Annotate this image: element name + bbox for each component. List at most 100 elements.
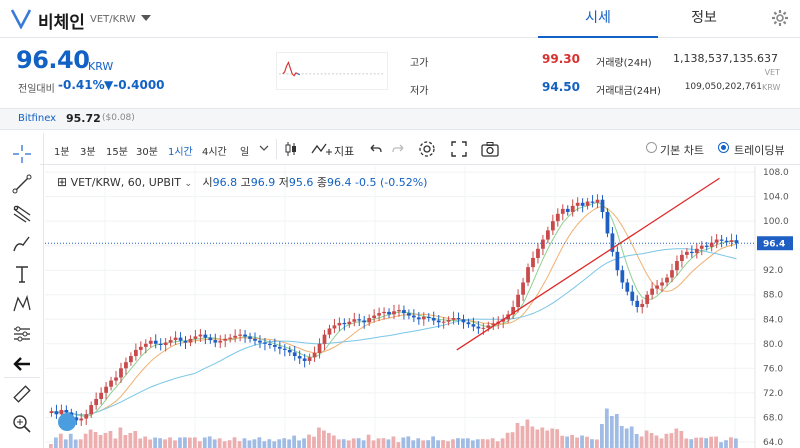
volume-bar [282,438,287,448]
change-percent: -0.41% [58,78,105,92]
candle-body [709,242,714,247]
camera-icon[interactable] [480,140,500,158]
volume-bar [312,436,316,448]
candle-body [104,386,108,393]
plus-square-icon[interactable]: ⊞ [57,175,68,189]
candle-body [590,201,595,203]
candle-body [486,325,491,328]
volume-bar [604,408,609,448]
fib-tool-icon[interactable] [11,203,33,225]
candle-body [615,251,620,271]
indicators-icon[interactable] [310,140,332,158]
candle-body [322,334,327,344]
volume-bar [689,439,694,448]
volume-bar [436,440,440,448]
tab-info[interactable]: 정보 [691,10,717,26]
timeframe-30m[interactable]: 30분 [136,147,158,158]
volume-bar [277,439,282,448]
legend-open: 96.8 [212,176,238,189]
volume-bar [366,434,371,448]
volume-bar [475,439,480,448]
price-chart[interactable]: 108.0104.0100.096.092.088.084.080.076.07… [45,166,800,448]
volume-bar [292,435,297,448]
amount-unit: KRW [762,83,781,92]
candle-body [625,282,630,292]
tab-price[interactable]: 시세 [538,0,658,38]
basic-chart-radio[interactable] [646,142,657,153]
trend-line-icon[interactable] [11,173,33,195]
timeframe-15m[interactable]: 15분 [106,147,128,158]
fullscreen-icon[interactable] [450,140,468,158]
volume-bar [307,434,311,448]
volume-bar [629,426,634,448]
trend-line [456,177,720,351]
vechain-logo-icon [10,9,32,29]
volume-bar [540,427,545,448]
candle-body [163,342,168,346]
volume-bar [396,442,401,448]
crosshair-icon[interactable] [11,143,33,165]
basic-chart-label[interactable]: 기본 차트 [660,144,704,157]
gear-icon[interactable] [770,8,790,28]
bitfinex-price: 95.72 [66,112,101,125]
amount-value: 109,050,202,761 [684,82,762,92]
undo-icon[interactable] [366,140,384,158]
candle-body [114,377,118,381]
redo-icon[interactable] [390,140,408,158]
timeframe-1h[interactable]: 1시간 [168,147,193,158]
candle-body [317,343,322,353]
volume-bar [302,438,306,448]
timeframe-4h[interactable]: 4시간 [202,147,227,158]
candle-body [198,334,203,337]
ruler-icon[interactable] [11,383,33,405]
prediction-tool-icon[interactable] [11,323,33,345]
candle-body [714,239,719,243]
legend-chevron-icon[interactable]: ⌄ [184,179,192,189]
timeframe-3m[interactable]: 3분 [80,147,96,158]
text-tool-icon[interactable] [11,263,33,285]
candle-body [689,251,694,254]
timeframe-day[interactable]: 일 [240,147,250,158]
legend-high-label: 고 [240,176,251,189]
candle-body [694,248,699,254]
volume-bar [441,440,445,448]
candle-body [580,202,585,206]
candle-body [516,294,520,307]
candle-body [550,221,555,231]
chevron-down-icon[interactable] [258,142,270,154]
chart-settings-gear-icon[interactable] [418,140,436,158]
candle-body [421,316,426,320]
candle-style-icon[interactable] [282,140,300,158]
tradingview-radio[interactable] [718,142,729,153]
timeframe-1m[interactable]: 1분 [54,147,70,158]
volume-bar [585,436,589,448]
pattern-tool-icon[interactable] [11,293,33,315]
coin-name[interactable]: 비체인 [38,13,85,33]
y-tick-label: 104.0 [763,193,789,203]
volume-bar [88,429,93,448]
volume-bar [53,437,58,448]
candlestick-chart-svg[interactable]: 108.0104.0100.096.092.088.084.080.076.07… [45,166,800,448]
indicators-label[interactable]: 지표 [334,145,355,158]
candle-body [416,317,421,320]
volume-bar [197,441,202,448]
candle-body [719,239,724,241]
coin-select-chevron-down-icon[interactable] [141,15,151,21]
back-arrow-icon[interactable] [11,353,33,375]
volume-bar [639,436,644,448]
y-tick-label: 76.0 [763,364,783,374]
candle-body [605,211,610,234]
legend-low: 95.6 [288,176,314,189]
moving-average-line [51,248,737,416]
candle-body [595,199,600,203]
coin-pair[interactable]: VET/KRW [90,14,136,25]
volume-bar [565,436,570,448]
volume-bar [480,439,485,448]
zoom-in-icon[interactable] [11,413,33,435]
candle-body [138,346,143,350]
candle-body [541,239,545,249]
tradingview-label[interactable]: 트레이딩뷰 [734,144,785,157]
brush-icon[interactable] [11,233,33,255]
volume-unit: VET [764,68,780,77]
legend-symbol[interactable]: VET/KRW, 60, UPBIT [70,176,181,189]
